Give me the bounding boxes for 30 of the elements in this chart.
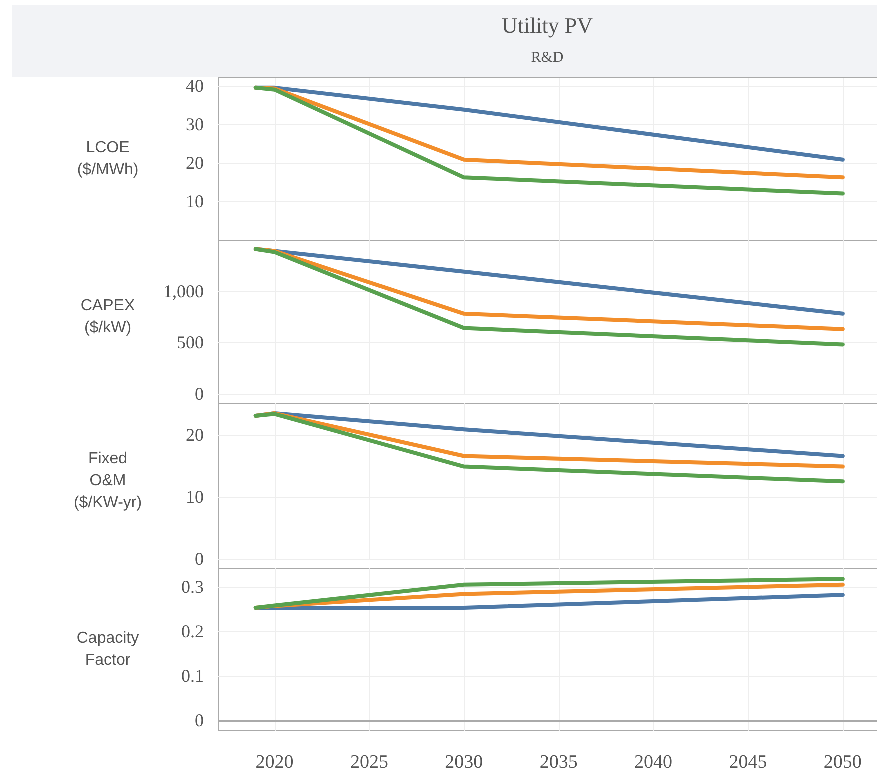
line-series (254, 577, 845, 610)
y-tick-label: 0 (195, 549, 204, 569)
y-axis-title: CAPEX ($/kW) (80, 298, 136, 336)
y-tick-label: 0 (195, 710, 204, 730)
x-tick-label: 2035 (540, 752, 578, 773)
chart-title: Utility PV (500, 13, 594, 39)
y-axis-title: LCOE ($/MWh) (77, 140, 139, 179)
y-tick-label: 20 (186, 425, 204, 446)
chart-subtitle: R&D (530, 50, 565, 67)
x-tick-label: 2025 (350, 752, 388, 773)
y-tick-label: 20 (186, 153, 204, 173)
y-tick-label: 10 (186, 487, 204, 508)
x-tick-label: 2045 (729, 752, 768, 773)
x-tick-label: 2030 (445, 752, 484, 773)
y-axis-title: Capacity Factor (76, 630, 140, 669)
y-tick-label: 0.3 (182, 577, 204, 598)
line-series (254, 247, 845, 347)
x-tick-label: 2040 (634, 752, 673, 773)
line-series (254, 412, 845, 484)
y-tick-label: 500 (177, 332, 204, 353)
y-tick-label: 1,000 (164, 281, 204, 302)
y-tick-label: 40 (186, 76, 204, 96)
y-tick-label: 10 (186, 192, 204, 212)
y-tick-label: 0 (195, 384, 204, 404)
y-tick-label: 0.2 (182, 622, 204, 642)
y-axis-title: Fixed O&M ($/KW-yr) (74, 450, 142, 512)
y-tick-label: 0.1 (182, 666, 204, 686)
x-tick-label: 2020 (256, 752, 294, 773)
y-tick-label: 30 (186, 114, 204, 134)
x-tick-label: 2050 (824, 752, 862, 773)
